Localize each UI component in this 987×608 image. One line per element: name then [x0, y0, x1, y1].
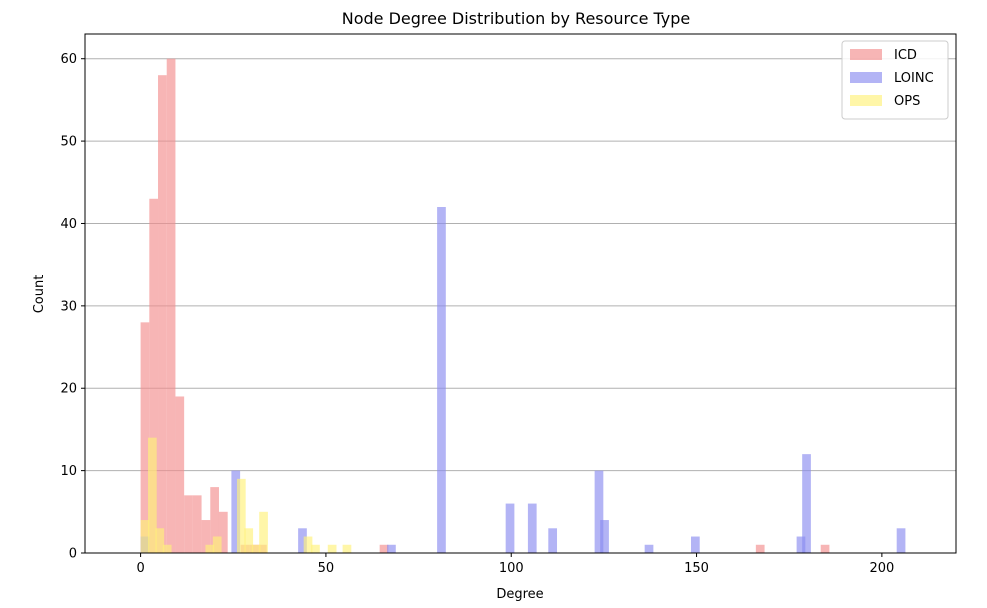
- bar-loinc: [896, 528, 906, 553]
- bar-ops: [140, 520, 150, 553]
- legend-label-loinc: LOINC: [894, 71, 934, 86]
- bar-loinc: [796, 536, 806, 553]
- legend-label-icd: ICD: [894, 48, 917, 63]
- bar-ops: [205, 544, 215, 553]
- bar-loinc: [594, 470, 604, 553]
- y-tick-label: 10: [60, 464, 77, 479]
- y-tick-label: 30: [60, 299, 77, 314]
- bars-layer: [140, 58, 906, 553]
- series-loinc: [140, 207, 906, 553]
- x-tick-label: 200: [869, 561, 894, 576]
- chart-title: Node Degree Distribution by Resource Typ…: [342, 9, 691, 28]
- bar-loinc: [690, 536, 700, 553]
- bar-ops: [311, 544, 320, 553]
- bar-loinc: [600, 520, 609, 553]
- bar-icd: [192, 495, 202, 553]
- y-tick-label: 50: [60, 135, 77, 150]
- plot-frame: [84, 33, 957, 554]
- x-axis-ticks: 0 50 100 150 200: [136, 553, 894, 576]
- x-axis-label: Degree: [496, 587, 543, 602]
- y-tick-label: 40: [60, 217, 77, 232]
- bar-ops: [244, 528, 254, 553]
- legend-swatch-ops: [850, 95, 882, 106]
- bar-icd: [140, 322, 150, 553]
- bar-icd: [149, 198, 159, 553]
- legend-swatch-loinc: [850, 72, 882, 83]
- bar-icd: [755, 544, 765, 553]
- x-tick-label: 50: [318, 561, 335, 576]
- bar-loinc: [505, 503, 515, 553]
- y-tick-label: 60: [60, 52, 77, 67]
- x-tick-label: 0: [136, 561, 144, 576]
- bar-icd: [820, 544, 830, 553]
- bar-loinc: [298, 528, 307, 553]
- bar-ops: [259, 511, 268, 553]
- bar-loinc: [802, 454, 811, 553]
- bar-loinc: [527, 503, 537, 553]
- y-tick-label: 0: [69, 547, 77, 562]
- x-tick-label: 100: [499, 561, 524, 576]
- x-tick-label: 150: [684, 561, 709, 576]
- bar-icd: [166, 58, 176, 553]
- legend-swatch-icd: [850, 49, 882, 60]
- bar-icd: [218, 511, 228, 553]
- bar-icd: [158, 75, 167, 553]
- series-ops: [140, 437, 352, 553]
- bar-icd: [201, 520, 211, 553]
- bar-ops: [236, 478, 246, 553]
- bar-ops: [162, 544, 172, 553]
- bar-icd: [379, 544, 389, 553]
- legend: ICD LOINC OPS: [841, 40, 949, 120]
- bar-loinc: [231, 470, 241, 553]
- bar-ops: [251, 544, 261, 553]
- y-tick-label: 20: [60, 382, 77, 397]
- bar-icd: [175, 396, 185, 553]
- grid-lines: [85, 58, 956, 472]
- legend-label-ops: OPS: [894, 94, 920, 109]
- bar-loinc: [644, 544, 654, 553]
- bar-icd: [210, 487, 219, 553]
- bar-icd: [184, 495, 193, 553]
- bar-loinc: [548, 528, 558, 553]
- bar-ops: [303, 536, 313, 553]
- bar-ops: [155, 528, 165, 553]
- bar-ops: [148, 437, 157, 553]
- bar-ops: [342, 544, 352, 553]
- y-axis-ticks: 0 10 20 30 40 50 60: [60, 52, 85, 562]
- bar-loinc: [437, 207, 446, 553]
- bar-ops: [212, 536, 222, 553]
- bar-ops: [327, 544, 337, 553]
- bar-loinc: [387, 544, 396, 553]
- y-axis-label: Count: [32, 275, 47, 314]
